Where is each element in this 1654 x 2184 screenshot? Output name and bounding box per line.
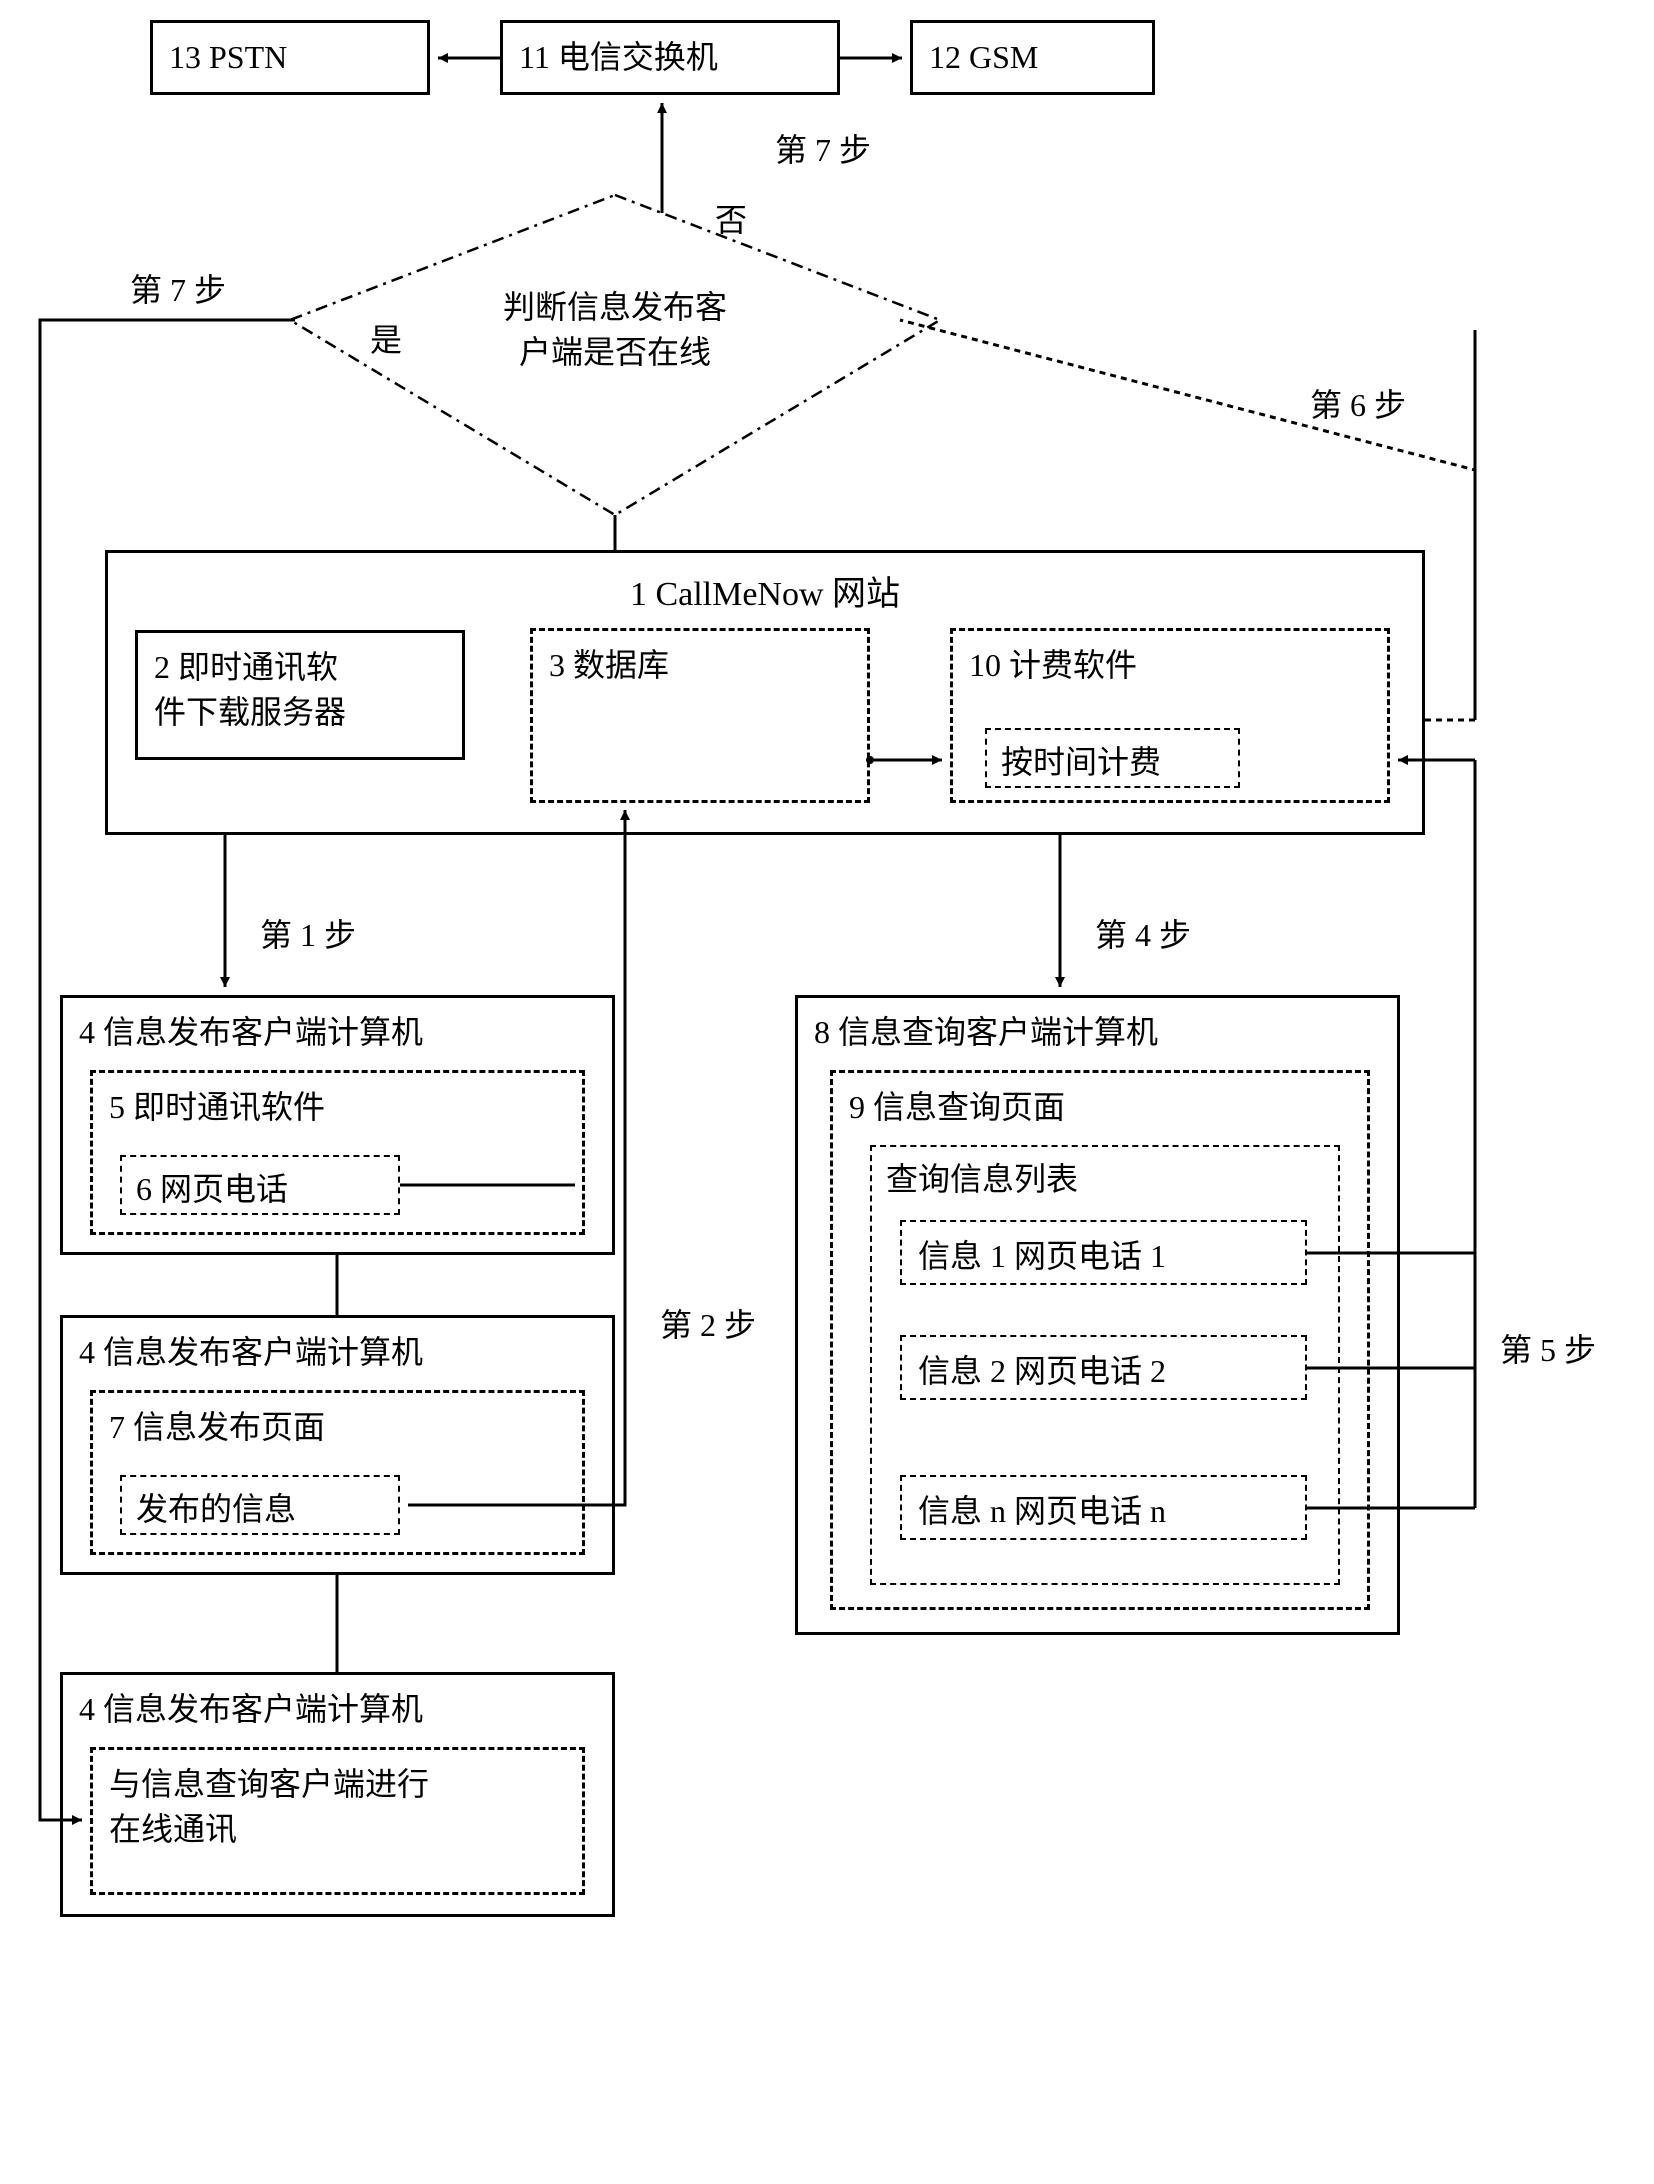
pub-info-box: 发布的信息	[120, 1475, 400, 1535]
step4: 第 4 步	[1095, 915, 1191, 957]
query-list-label: 查询信息列表	[886, 1161, 1078, 1197]
billing-sub-label: 按时间计费	[1001, 744, 1161, 780]
query-title: 8 信息查询客户端计算机	[814, 1014, 1158, 1050]
web-phone-box: 6 网页电话	[120, 1155, 400, 1215]
infon-label: 信息 n 网页电话 n	[918, 1493, 1166, 1529]
im-software-label: 5 即时通讯软件	[109, 1089, 325, 1125]
decision-line2: 户端是否在线	[519, 334, 711, 370]
switch-box: 11 电信交换机	[500, 20, 840, 95]
flowchart-diagram: 13 PSTN 11 电信交换机 12 GSM 判断信息发布客 户端是否在线 是…	[20, 20, 1634, 2164]
query-page-label: 9 信息查询页面	[849, 1089, 1065, 1125]
im-server-line1: 2 即时通讯软	[154, 649, 338, 685]
decision-no: 否	[715, 200, 747, 242]
step7-top: 第 7 步	[775, 130, 871, 172]
im-server-box: 2 即时通讯软 件下载服务器	[135, 630, 465, 760]
online-comm-line1: 与信息查询客户端进行	[109, 1766, 429, 1802]
infon-box: 信息 n 网页电话 n	[900, 1475, 1307, 1540]
online-comm-line2: 在线通讯	[109, 1811, 237, 1847]
info1-label: 信息 1 网页电话 1	[918, 1238, 1166, 1274]
website-title: 1 CallMeNow 网站	[133, 573, 1397, 617]
info2-label: 信息 2 网页电话 2	[918, 1353, 1166, 1389]
pub-page-label: 7 信息发布页面	[109, 1409, 325, 1445]
pub-info-label: 发布的信息	[136, 1491, 296, 1527]
switch-label: 11 电信交换机	[519, 39, 718, 75]
step7-left: 第 7 步	[130, 270, 226, 312]
decision-line1: 判断信息发布客	[503, 289, 727, 325]
pstn-label: 13 PSTN	[169, 39, 287, 75]
billing-sub-box: 按时间计费	[985, 728, 1240, 788]
step1: 第 1 步	[260, 915, 356, 957]
info2-box: 信息 2 网页电话 2	[900, 1335, 1307, 1400]
database-label: 3 数据库	[549, 647, 669, 683]
web-phone-label: 6 网页电话	[136, 1171, 288, 1207]
step2: 第 2 步	[660, 1305, 756, 1347]
pstn-box: 13 PSTN	[150, 20, 430, 95]
gsm-box: 12 GSM	[910, 20, 1155, 95]
billing-label: 10 计费软件	[969, 647, 1137, 683]
info1-box: 信息 1 网页电话 1	[900, 1220, 1307, 1285]
step5: 第 5 步	[1500, 1330, 1596, 1372]
publisher2-title: 4 信息发布客户端计算机	[79, 1334, 423, 1370]
im-server-line2: 件下载服务器	[154, 694, 346, 730]
gsm-label: 12 GSM	[929, 39, 1038, 75]
database-box: 3 数据库	[530, 628, 870, 803]
online-comm-box: 与信息查询客户端进行 在线通讯	[90, 1747, 585, 1895]
step6: 第 6 步	[1310, 385, 1406, 427]
decision-text: 判断信息发布客 户端是否在线	[450, 285, 780, 375]
publisher1-title: 4 信息发布客户端计算机	[79, 1014, 423, 1050]
decision-yes: 是	[370, 320, 402, 362]
publisher3-title: 4 信息发布客户端计算机	[79, 1691, 423, 1727]
